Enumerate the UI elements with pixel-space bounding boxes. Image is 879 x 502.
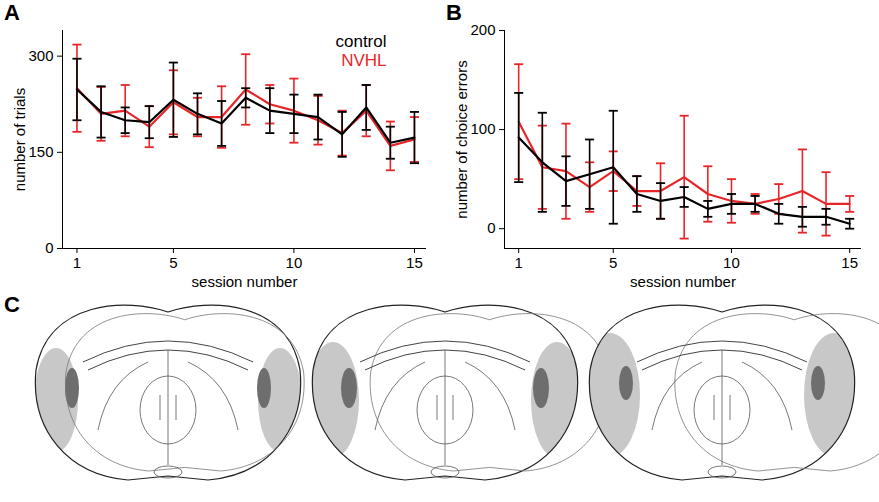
svg-text:number of trials: number of trials	[11, 88, 28, 191]
svg-text:1: 1	[515, 254, 523, 271]
svg-text:0: 0	[487, 219, 495, 236]
html-text:A: A	[4, 0, 20, 25]
svg-text:control: control	[335, 32, 386, 51]
svg-text:0: 0	[45, 239, 53, 256]
svg-text:session number: session number	[192, 273, 298, 290]
svg-text:300: 300	[28, 47, 53, 64]
html-text:C: C	[4, 292, 20, 317]
svg-text:number of choice errors: number of choice errors	[453, 60, 470, 218]
svg-text:200: 200	[470, 21, 495, 38]
svg-text:15: 15	[841, 254, 858, 271]
svg-text:150: 150	[28, 143, 53, 160]
svg-text:NVHL: NVHL	[341, 51, 386, 70]
html-text:B: B	[446, 0, 462, 25]
svg-text:1: 1	[73, 254, 81, 271]
svg-text:15: 15	[406, 254, 423, 271]
svg-text:100: 100	[470, 120, 495, 137]
svg-text:session number: session number	[630, 273, 736, 290]
svg-text:5: 5	[609, 254, 617, 271]
svg-text:10: 10	[286, 254, 303, 271]
svg-text:10: 10	[723, 254, 740, 271]
svg-text:5: 5	[169, 254, 177, 271]
